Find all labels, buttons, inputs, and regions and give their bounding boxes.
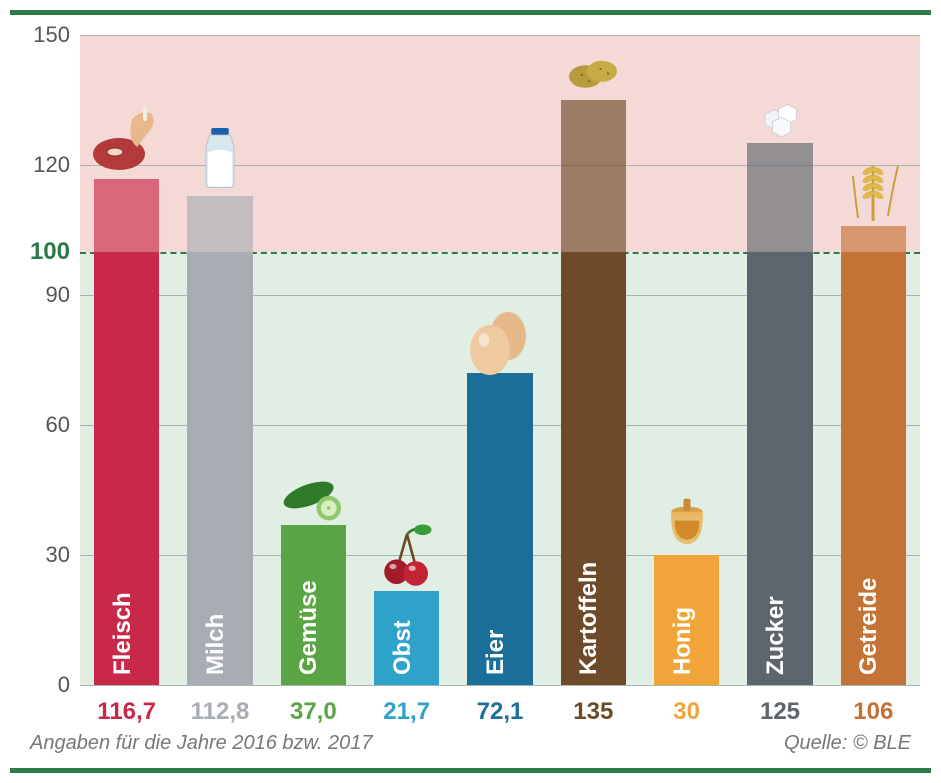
- honey-icon: [647, 480, 727, 560]
- bar-value-label: 112,8: [191, 698, 250, 726]
- bar-honig: Honig: [654, 555, 719, 685]
- chart-footer: Angaben für die Jahre 2016 bzw. 2017 Que…: [30, 732, 911, 755]
- bar-value-label: 72,1: [477, 698, 524, 726]
- bottom-border: [10, 768, 931, 773]
- potatoes-icon: [553, 25, 633, 105]
- y-tick-label: 150: [20, 22, 70, 48]
- bar-segment-upper: [561, 100, 626, 252]
- y-tick-label: 30: [20, 542, 70, 568]
- footer-left: Angaben für die Jahre 2016 bzw. 2017: [30, 732, 372, 755]
- chart-container: 0 30 60 90 120 150 100 Fleisch Milch Gemüse Obs…: [10, 10, 931, 773]
- eggs-icon: [460, 298, 540, 378]
- bar-label: Obst: [389, 620, 417, 675]
- bar-value-label: 125: [760, 698, 800, 726]
- bar-getreide: Getreide: [841, 226, 906, 685]
- gridline: [80, 35, 920, 36]
- bar-value-label: 37,0: [290, 698, 337, 726]
- bar-label: Eier: [482, 630, 510, 675]
- bar-value-label: 30: [673, 698, 700, 726]
- footer-right: Quelle: © BLE: [784, 732, 911, 755]
- y-tick-label: 60: [20, 412, 70, 438]
- bar-label: Honig: [669, 607, 697, 675]
- bar-label: Zucker: [762, 596, 790, 675]
- bar-value-label: 116,7: [97, 698, 156, 726]
- y-tick-label: 120: [20, 152, 70, 178]
- bar-label: Getreide: [855, 578, 883, 675]
- bar-kartoffeln: Kartoffeln: [561, 100, 626, 685]
- bar-segment-upper: [747, 143, 812, 251]
- cherries-icon: [367, 516, 447, 596]
- gridline: [80, 685, 920, 686]
- bar-value-label: 135: [573, 698, 613, 726]
- bar-label: Kartoffeln: [575, 562, 603, 675]
- top-border: [10, 10, 931, 15]
- sugar-icon: [740, 68, 820, 148]
- bar-label: Milch: [202, 614, 230, 675]
- y-tick-label: 90: [20, 282, 70, 308]
- wheat-icon: [833, 151, 913, 231]
- y-tick-reference-label: 100: [20, 238, 70, 266]
- bar-fleisch: Fleisch: [94, 179, 159, 685]
- cucumber-icon: [273, 450, 353, 530]
- bar-value-label: 21,7: [383, 698, 430, 726]
- bar-obst: Obst: [374, 591, 439, 685]
- bar-zucker: Zucker: [747, 143, 812, 685]
- bar-segment-upper: [94, 179, 159, 251]
- bar-gemuese: Gemüse: [281, 525, 346, 685]
- plot-area: 0306090120150100Fleisch Milch Gemüse Obs…: [80, 35, 920, 685]
- bar-value-label: 106: [853, 698, 893, 726]
- bar-eier: Eier: [467, 373, 532, 685]
- bar-label: Fleisch: [109, 592, 137, 675]
- bar-segment-upper: [187, 196, 252, 251]
- meat-icon: [87, 104, 167, 184]
- milk-icon: [180, 121, 260, 201]
- bar-milch: Milch: [187, 196, 252, 685]
- y-tick-label: 0: [20, 672, 70, 698]
- bar-label: Gemüse: [295, 580, 323, 675]
